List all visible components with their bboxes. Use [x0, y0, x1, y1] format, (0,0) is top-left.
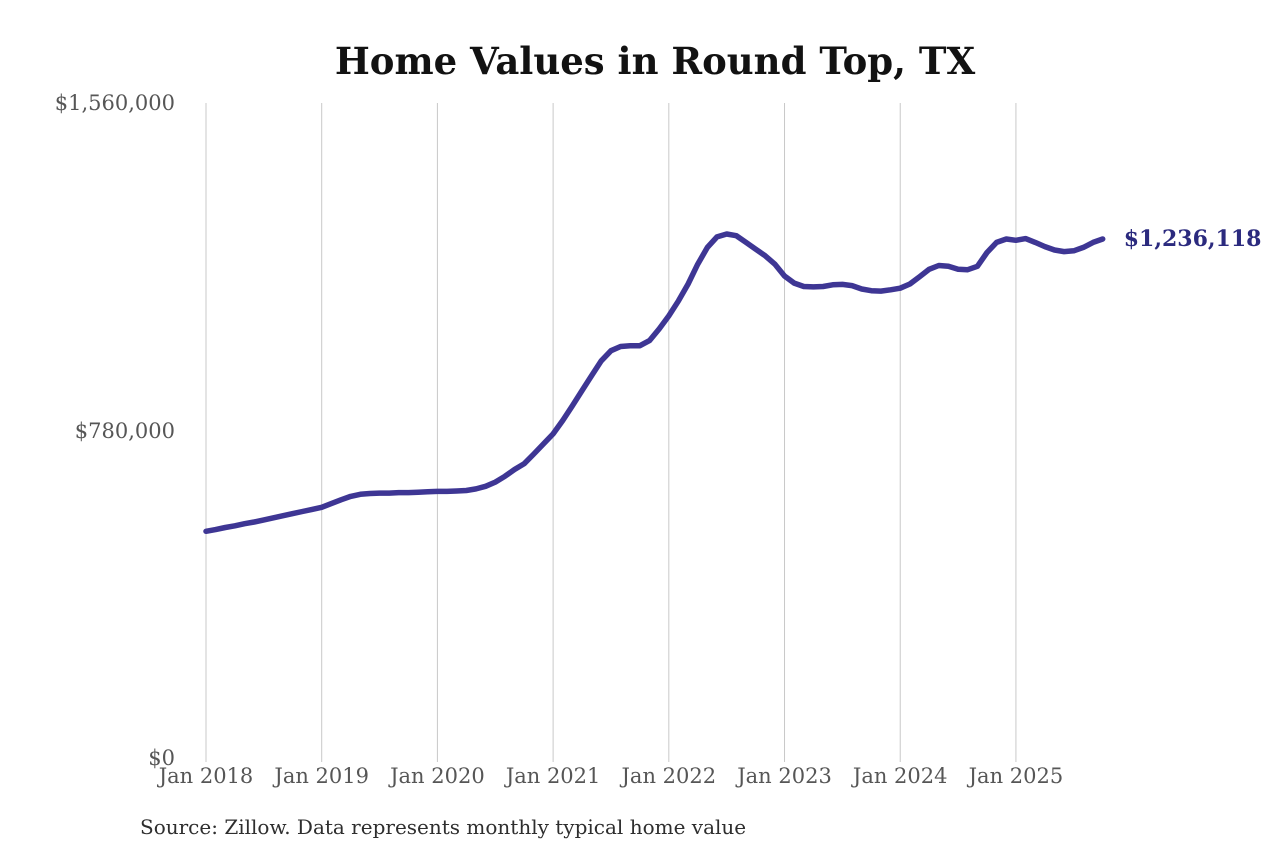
x-axis-tick-label: Jan 2022: [621, 764, 717, 788]
x-axis-tick-label: Jan 2020: [390, 764, 485, 788]
latest-value-label: $1,236,118: [1123, 225, 1262, 252]
y-axis-tick-label: $780,000: [74, 418, 175, 443]
y-axis-tick-label: $0: [148, 746, 175, 770]
x-axis-tick-label: Jan 2021: [505, 764, 601, 788]
gridlines-group: [205, 103, 1017, 762]
x-axis-tick-label: Jan 2019: [274, 764, 369, 788]
y-axis-tick-label: $1,560,000: [54, 91, 175, 115]
source-note: Source: Zillow. Data represents monthly …: [140, 815, 747, 839]
value-line: [203, 231, 1106, 535]
chart-title: Home Values in Round Top, TX: [334, 39, 976, 83]
x-axis-tick-label: Jan 2018: [158, 764, 254, 788]
x-axis-tick-label: Jan 2024: [852, 764, 948, 788]
x-axis-tick-label: Jan 2025: [968, 764, 1064, 788]
x-axis-tick-label: Jan 2023: [737, 764, 832, 788]
